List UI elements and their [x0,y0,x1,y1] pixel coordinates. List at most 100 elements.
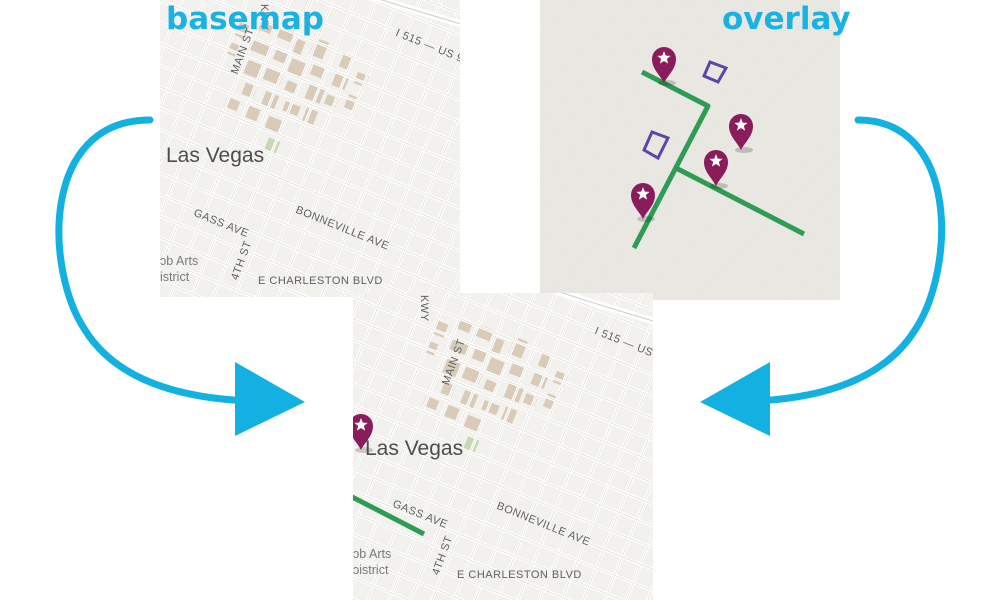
basemap-panel: Las Vegas MAIN ST KWY I 515 — US 9 GASS … [160,0,460,297]
texture-dot [789,204,791,206]
street-edge [281,0,460,297]
texture-dot [637,232,639,234]
street-edge [406,293,610,600]
texture-dot [616,258,618,260]
street-edge [517,293,653,600]
texture-dot [733,167,735,169]
texture-dot [758,116,760,118]
street-edge [353,473,649,600]
street-edge [353,491,641,600]
texture-dot [723,239,725,241]
texture-dot [684,35,686,37]
texture-dot [595,36,597,38]
street-edge [160,155,457,297]
texture-dot [710,133,712,135]
street-edge [299,0,460,297]
texture-dot [689,242,691,244]
star-map-pin-icon [729,114,753,153]
texture-dot [669,200,671,202]
texture-dot [686,64,688,66]
texture-dot [682,6,684,8]
star-icon [354,418,368,431]
left-arrow-curve [55,116,254,405]
texture-dot [564,248,566,250]
street-edge [160,0,460,114]
building [486,357,507,377]
texture-dot [798,252,800,254]
texture-dot [835,158,837,160]
texture-dot [562,219,564,221]
building [508,336,528,359]
street-edge [353,362,653,543]
texture-dot [662,181,664,183]
texture-dot [770,42,772,44]
texture-dot [830,251,832,253]
texture-dot [676,136,678,138]
street-grid [160,0,460,297]
texture-dot [700,19,702,21]
texture-dot [612,200,614,202]
building [275,25,295,43]
texture-dot [642,139,644,141]
texture-dot [603,235,605,237]
texture-dot [782,268,784,270]
street-edge [353,380,653,562]
texture-dot [837,187,839,189]
district-label-line1: ɔb Arts [160,254,199,268]
texture-dot [615,78,617,80]
texture-dot [697,141,699,143]
texture-dot [560,190,562,192]
star-icon [636,187,650,200]
pin-shadow [735,147,753,153]
overlay-layer [631,47,806,250]
texture-dot [540,148,542,150]
texture-dot [777,61,779,63]
texture-dot [597,65,599,67]
left-arrow-head [235,362,305,436]
texture-dot [795,74,797,76]
overlay-layer [353,414,426,537]
building [474,324,494,342]
texture-dot [788,55,790,57]
texture-dot [693,0,695,2]
star-map-pin-icon [652,47,676,86]
building [447,337,471,356]
texture-dot [722,90,724,92]
texture-dot [806,68,808,70]
texture-dot [838,36,840,38]
texture-dot [626,155,628,157]
texture-dot [724,119,726,121]
texture-dot [737,194,739,196]
texture-dot [790,84,792,86]
texture-dot [596,216,598,218]
street-edge [353,293,554,600]
texture-dot [819,174,821,176]
street-edge [160,0,318,297]
texture-dot [644,168,646,170]
texture-dot [759,265,761,267]
texture-dot [833,129,835,131]
texture-dot [622,97,624,99]
combined-district-label-line2: ɔistrict [353,563,389,577]
texture-dot [586,288,588,290]
overlay-heading: overlay [722,1,851,37]
texture-dot [698,290,700,292]
texture-dot [618,70,620,72]
street-edge [443,293,647,600]
street-edge [160,26,460,207]
route-line [674,165,806,237]
texture-dot [574,145,576,147]
texture-dot [736,45,738,47]
combined-streets [353,293,653,600]
texture-dot [815,116,817,118]
texture-dot [641,290,643,292]
street-edge [336,0,460,297]
texture-dot [809,29,811,31]
basemap-heading: basemap [166,1,324,37]
texture-dot [581,81,583,83]
texture-dot [655,245,657,247]
texture-dot [561,39,563,41]
texture-dot [570,4,572,6]
street-edge [318,0,460,297]
texture-dot [643,19,645,21]
